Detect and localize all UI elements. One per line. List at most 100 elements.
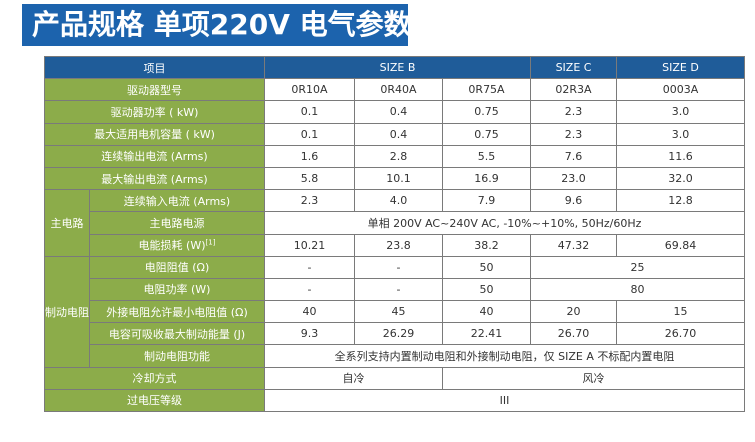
cell-supply: 单相 200V AC~240V AC, -10%~+10%, 50Hz/60Hz <box>263 211 746 235</box>
row-label: 冷却方式 <box>44 366 265 390</box>
page-title: 产品规格 单项220V 电气参数 <box>32 8 412 41</box>
cell: 45 <box>354 300 443 324</box>
header-size-d: SIZE D <box>616 55 746 80</box>
cell-overvoltage: III <box>263 388 746 413</box>
row-label: 最大适用电机容量 ( kW) <box>44 122 265 146</box>
row-overvoltage: 过电压等级 III <box>44 388 746 413</box>
cell: 5.5 <box>441 144 532 168</box>
row-supply: 主电路电源 单相 200V AC~240V AC, -10%~+10%, 50H… <box>45 211 746 235</box>
header-size-b: SIZE B <box>263 55 532 80</box>
row-resistance: 制动电阻 电阻阻值 (Ω) - - 50 25 <box>44 255 746 368</box>
cell: 3.0 <box>616 122 746 146</box>
header-item: 项目 <box>44 55 265 80</box>
header-size-c: SIZE C <box>530 55 618 80</box>
cell: 20 <box>530 300 618 324</box>
row-label: 制动电阻功能 <box>89 344 265 368</box>
cell: 69.84 <box>616 233 746 257</box>
cell: - <box>264 255 355 279</box>
cell: 40 <box>441 300 532 324</box>
cell: 9.6 <box>530 189 618 213</box>
cell: 0R40A <box>354 78 443 102</box>
cell: 26.70 <box>616 322 746 346</box>
cell: 2.3 <box>530 100 618 124</box>
cell: 7.6 <box>530 144 618 168</box>
cell: 9.3 <box>264 322 355 346</box>
row-label: 电能损耗 (W)[1] <box>89 233 265 257</box>
row-label: 连续输出电流 (Arms) <box>44 144 265 168</box>
cell: 22.41 <box>441 322 532 346</box>
cell: 2.3 <box>530 122 618 146</box>
cell: 0.4 <box>354 122 443 146</box>
cell: - <box>264 277 355 302</box>
row-label: 连续输入电流 (Arms) <box>89 189 265 213</box>
cell: 47.32 <box>530 233 618 257</box>
cell: 0R75A <box>441 78 532 102</box>
cell: 50 <box>441 255 532 279</box>
spec-table: 项目 SIZE B SIZE C SIZE D 驱动器型号 0R10A 0R40… <box>44 55 746 413</box>
cell: - <box>354 255 443 279</box>
row-model: 驱动器型号 0R10A 0R40A 0R75A 02R3A 0003A <box>44 78 746 102</box>
cell: 0.75 <box>441 122 532 146</box>
cell: 26.29 <box>354 322 443 346</box>
cell: 0003A <box>616 78 746 102</box>
cell: 32.0 <box>616 166 746 191</box>
cell: 5.8 <box>264 166 355 191</box>
header-row: 项目 SIZE B SIZE C SIZE D <box>44 55 746 80</box>
row-function: 制动电阻功能 全系列支持内置制动电阻和外接制动电阻，仅 SIZE A 不标配内置… <box>45 344 746 368</box>
cell-span: 25 <box>530 255 746 279</box>
group-main-circuit: 主电路 <box>44 189 90 257</box>
cell: 23.8 <box>354 233 443 257</box>
cell: 10.1 <box>354 166 443 191</box>
row-max-out: 最大输出电流 (Arms) 5.8 10.1 16.9 23.0 32.0 <box>44 166 746 191</box>
cell: 2.3 <box>264 189 355 213</box>
cell: 38.2 <box>441 233 532 257</box>
footnote-mark: [1] <box>205 238 216 247</box>
cell: 0.4 <box>354 100 443 124</box>
title-banner: 产品规格 单项220V 电气参数 <box>22 4 412 46</box>
row-label: 过电压等级 <box>44 388 265 413</box>
row-label: 电阻阻值 (Ω) <box>89 255 265 279</box>
cell: 4.0 <box>354 189 443 213</box>
row-cont-out: 连续输出电流 (Arms) 1.6 2.8 5.5 7.6 11.6 <box>44 144 746 168</box>
cell: 11.6 <box>616 144 746 168</box>
cell: 10.21 <box>264 233 355 257</box>
cell: 40 <box>264 300 355 324</box>
cell: 0.1 <box>264 100 355 124</box>
cell: 2.8 <box>354 144 443 168</box>
row-cont-in: 主电路 连续输入电流 (Arms) 2.3 4.0 7.9 9.6 12.8 <box>44 189 746 257</box>
group-braking: 制动电阻 <box>44 255 90 368</box>
cell-span: 80 <box>530 277 746 302</box>
cell: 7.9 <box>441 189 532 213</box>
row-label: 驱动器功率 ( kW) <box>44 100 265 124</box>
cell: 1.6 <box>264 144 355 168</box>
cell-natural: 自冷 <box>264 366 443 390</box>
row-label: 驱动器型号 <box>44 78 265 102</box>
cell: 50 <box>441 277 532 302</box>
row-min-ext: 外接电阻允许最小电阻值 (Ω) 40 45 40 20 15 <box>45 300 746 324</box>
row-cap-energy: 电容可吸收最大制动能量 (J) 9.3 26.29 22.41 26.70 26… <box>45 322 746 346</box>
cell: 3.0 <box>616 100 746 124</box>
row-motor: 最大适用电机容量 ( kW) 0.1 0.4 0.75 2.3 3.0 <box>44 122 746 146</box>
cell-fan: 风冷 <box>441 366 746 390</box>
row-label: 最大输出电流 (Arms) <box>44 166 265 191</box>
row-label: 外接电阻允许最小电阻值 (Ω) <box>89 300 265 324</box>
row-label: 主电路电源 <box>89 211 265 235</box>
row-label: 电容可吸收最大制动能量 (J) <box>89 322 265 346</box>
cell: 0R10A <box>264 78 355 102</box>
row-power: 驱动器功率 ( kW) 0.1 0.4 0.75 2.3 3.0 <box>44 100 746 124</box>
cell: 16.9 <box>441 166 532 191</box>
cell-function: 全系列支持内置制动电阻和外接制动电阻，仅 SIZE A 不标配内置电阻 <box>263 344 746 368</box>
cell: - <box>354 277 443 302</box>
cell: 26.70 <box>530 322 618 346</box>
row-cooling: 冷却方式 自冷 风冷 <box>44 366 746 390</box>
cell: 0.1 <box>264 122 355 146</box>
cell: 02R3A <box>530 78 618 102</box>
cell: 23.0 <box>530 166 618 191</box>
cell: 0.75 <box>441 100 532 124</box>
row-loss: 电能损耗 (W)[1] 10.21 23.8 38.2 47.32 69.84 <box>45 233 746 257</box>
cell: 12.8 <box>616 189 746 213</box>
row-label: 电阻功率 (W) <box>89 277 265 302</box>
loss-label: 电能损耗 (W) <box>138 239 206 253</box>
cell: 15 <box>616 300 746 324</box>
row-res-power: 电阻功率 (W) - - 50 80 <box>45 277 746 302</box>
